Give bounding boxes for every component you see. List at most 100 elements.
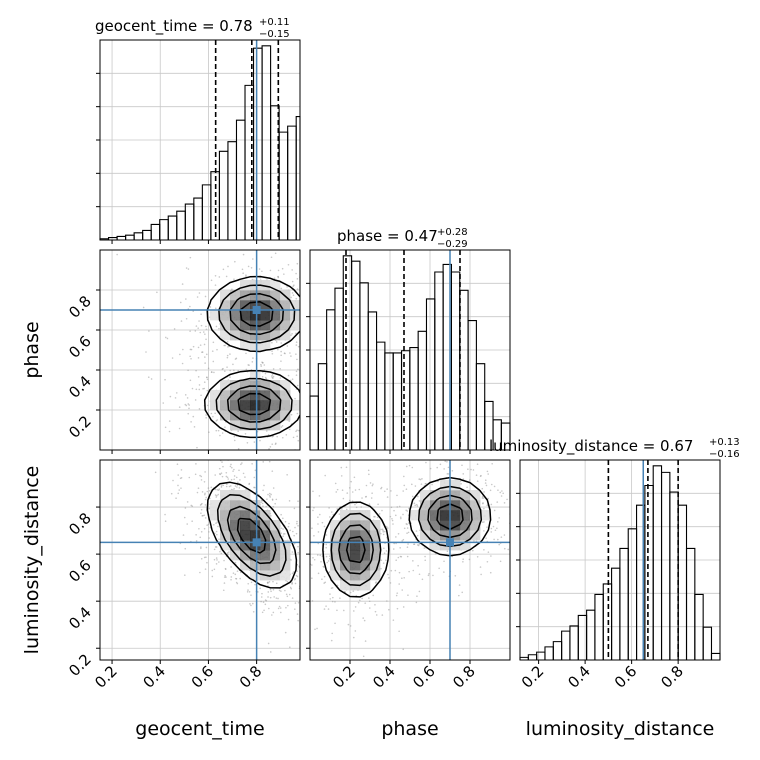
hist-bar — [376, 341, 386, 450]
sample-point — [272, 611, 275, 614]
sample-point — [296, 288, 299, 290]
sample-point — [214, 307, 217, 310]
sample-point — [216, 521, 219, 523]
density-cell — [210, 400, 221, 411]
sample-point — [475, 474, 478, 476]
sample-point — [403, 475, 405, 478]
sample-point — [401, 577, 403, 579]
sample-point — [517, 522, 519, 524]
sample-point — [294, 608, 296, 610]
sample-point — [390, 569, 393, 572]
sample-point — [523, 540, 525, 542]
sample-point — [250, 604, 252, 607]
sample-point — [266, 581, 269, 584]
sample-point — [208, 489, 211, 492]
sample-point — [208, 537, 210, 539]
sample-point — [295, 272, 297, 275]
sample-point — [296, 429, 298, 432]
sample-point — [251, 462, 253, 465]
density-cell — [430, 490, 441, 501]
density-cell — [270, 320, 281, 331]
sample-point — [180, 320, 183, 322]
sample-point — [328, 507, 330, 509]
x-tick-label: 0.6 — [409, 662, 439, 692]
sample-point — [260, 499, 263, 502]
hist-bar — [459, 289, 469, 450]
sample-point — [263, 609, 265, 612]
sample-point — [336, 508, 338, 510]
sample-point — [175, 392, 178, 394]
sample-point — [184, 547, 187, 550]
sample-point — [214, 412, 216, 415]
density-cell — [340, 570, 351, 581]
density-cell — [220, 390, 231, 401]
sample-point — [506, 498, 508, 501]
sample-point — [458, 584, 461, 586]
sample-point — [311, 564, 313, 566]
sample-point — [329, 635, 331, 637]
sample-point — [197, 487, 200, 489]
sample-point — [294, 582, 297, 585]
sample-point — [297, 601, 300, 604]
title-geocent-time: geocent_time = 0.78 +0.11 −0.15 — [95, 17, 290, 40]
sample-point — [338, 615, 340, 617]
x-tick-label: 0.4 — [369, 662, 399, 692]
sample-point — [352, 610, 355, 612]
sample-point — [205, 353, 208, 356]
sample-point — [481, 487, 484, 490]
density-cell — [220, 500, 231, 511]
sample-point — [273, 277, 276, 280]
sample-point — [189, 379, 192, 382]
sample-point — [296, 520, 298, 523]
sample-point — [316, 627, 318, 630]
sample-point — [487, 473, 490, 475]
sample-point — [368, 473, 370, 476]
sample-point — [213, 568, 216, 571]
sample-point — [303, 560, 305, 562]
sample-point — [225, 275, 228, 278]
density-cell — [450, 500, 461, 511]
density-cell — [250, 530, 261, 541]
sample-point — [282, 535, 284, 538]
sample-point — [231, 288, 233, 291]
sample-point — [218, 276, 221, 278]
sample-point — [295, 532, 298, 535]
sample-point — [302, 320, 304, 322]
hist-bar — [644, 484, 654, 660]
sample-point — [204, 356, 206, 358]
sample-point — [514, 516, 516, 518]
sample-point — [242, 253, 245, 256]
density-cell — [260, 420, 271, 431]
sample-point — [262, 489, 264, 492]
sample-point — [347, 623, 350, 626]
sample-point — [321, 424, 323, 426]
sample-point — [374, 610, 377, 613]
axes-frame — [519, 459, 721, 661]
sample-point — [330, 511, 333, 513]
sample-point — [270, 375, 273, 377]
sample-point — [209, 306, 212, 308]
title-geocent-time-minus: −0.15 — [259, 29, 290, 40]
hist-bar — [201, 184, 212, 240]
density-cell — [240, 290, 251, 301]
sample-point — [499, 560, 502, 563]
density-cell — [370, 550, 381, 561]
sample-point — [290, 355, 292, 357]
sample-point — [221, 475, 224, 478]
sample-point — [263, 247, 265, 249]
sample-point — [200, 546, 202, 548]
density-cell — [340, 520, 351, 531]
sample-point — [227, 265, 229, 268]
sample-point — [413, 502, 416, 505]
sample-point — [290, 433, 292, 435]
sample-point — [305, 394, 307, 396]
hist-bar — [425, 298, 436, 450]
sample-point — [503, 502, 506, 504]
sample-point — [460, 482, 462, 485]
density-cell — [260, 340, 271, 351]
sample-point — [193, 426, 196, 428]
sample-point — [362, 655, 365, 658]
sample-point — [248, 590, 251, 593]
sample-point — [354, 489, 357, 491]
density-cell — [360, 580, 371, 591]
